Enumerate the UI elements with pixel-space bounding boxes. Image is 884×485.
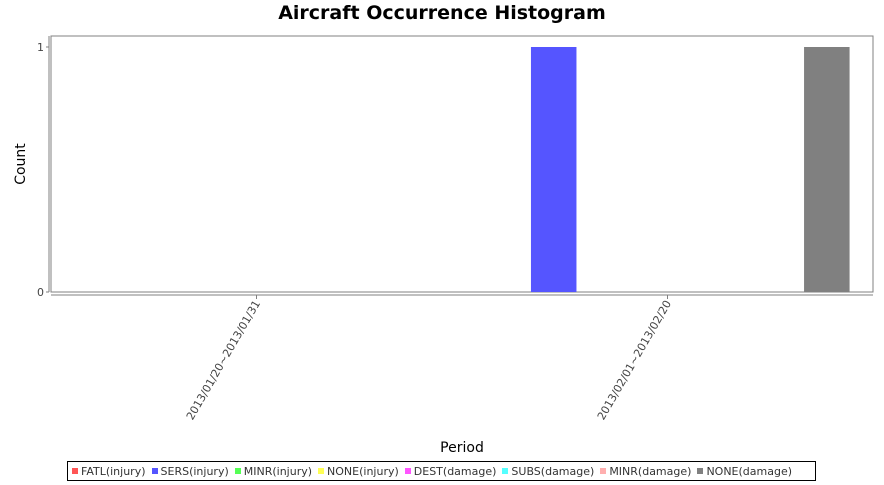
- legend-item: MINR(damage): [600, 465, 691, 478]
- x-tick-label: 2013/01/20~2013/01/31: [184, 298, 263, 422]
- legend-item: FATL(injury): [72, 465, 146, 478]
- legend-swatch: [318, 468, 325, 474]
- legend-swatch: [234, 468, 241, 474]
- legend-item: SERS(injury): [151, 464, 229, 478]
- y-axis-title: Count: [13, 143, 29, 185]
- chart-legend: FATL(injury) SERS(injury) MINR(injury) NONE…: [67, 461, 816, 481]
- legend-swatch: [600, 468, 607, 474]
- chart-title: Aircraft Occurrence Histogram: [278, 2, 606, 24]
- legend-swatch: [151, 468, 158, 474]
- legend-label: DEST(damage): [413, 464, 497, 478]
- legend-label: NONE(damage): [706, 464, 793, 478]
- x-axis-title: Period: [440, 440, 484, 456]
- y-tick-label: 1: [37, 41, 44, 54]
- legend-label: MINR(injury): [243, 464, 313, 478]
- legend-label: SERS(injury): [160, 464, 229, 478]
- y-tick-label: 0: [37, 286, 44, 299]
- plot-area: [50, 35, 874, 293]
- legend-item: SUBS(damage): [502, 465, 594, 478]
- legend-label: NONE(injury): [327, 464, 399, 478]
- legend-swatch: [72, 468, 78, 474]
- legend-label: SUBS(damage): [511, 464, 595, 478]
- bar-sers-injury--1: [530, 47, 577, 292]
- legend-swatch: [404, 468, 411, 474]
- legend-label: FATL(injury): [81, 464, 146, 478]
- chart-plot: 0 1 2013/01/20~2013/01/31 2013/02/01~2013/0…: [13, 35, 874, 456]
- legend-label: MINR(damage): [609, 464, 692, 478]
- legend-swatch: [502, 468, 509, 474]
- legend-item: MINR(injury): [234, 464, 313, 478]
- x-tick-label: 2013/02/01~2013/02/20: [595, 298, 674, 422]
- bar-none-damage--1: [804, 47, 850, 292]
- legend-swatch: [697, 468, 704, 474]
- legend-item: DEST(damage): [404, 464, 497, 478]
- legend-item: NONE(injury): [318, 465, 399, 478]
- legend-item: NONE(damage): [697, 465, 792, 478]
